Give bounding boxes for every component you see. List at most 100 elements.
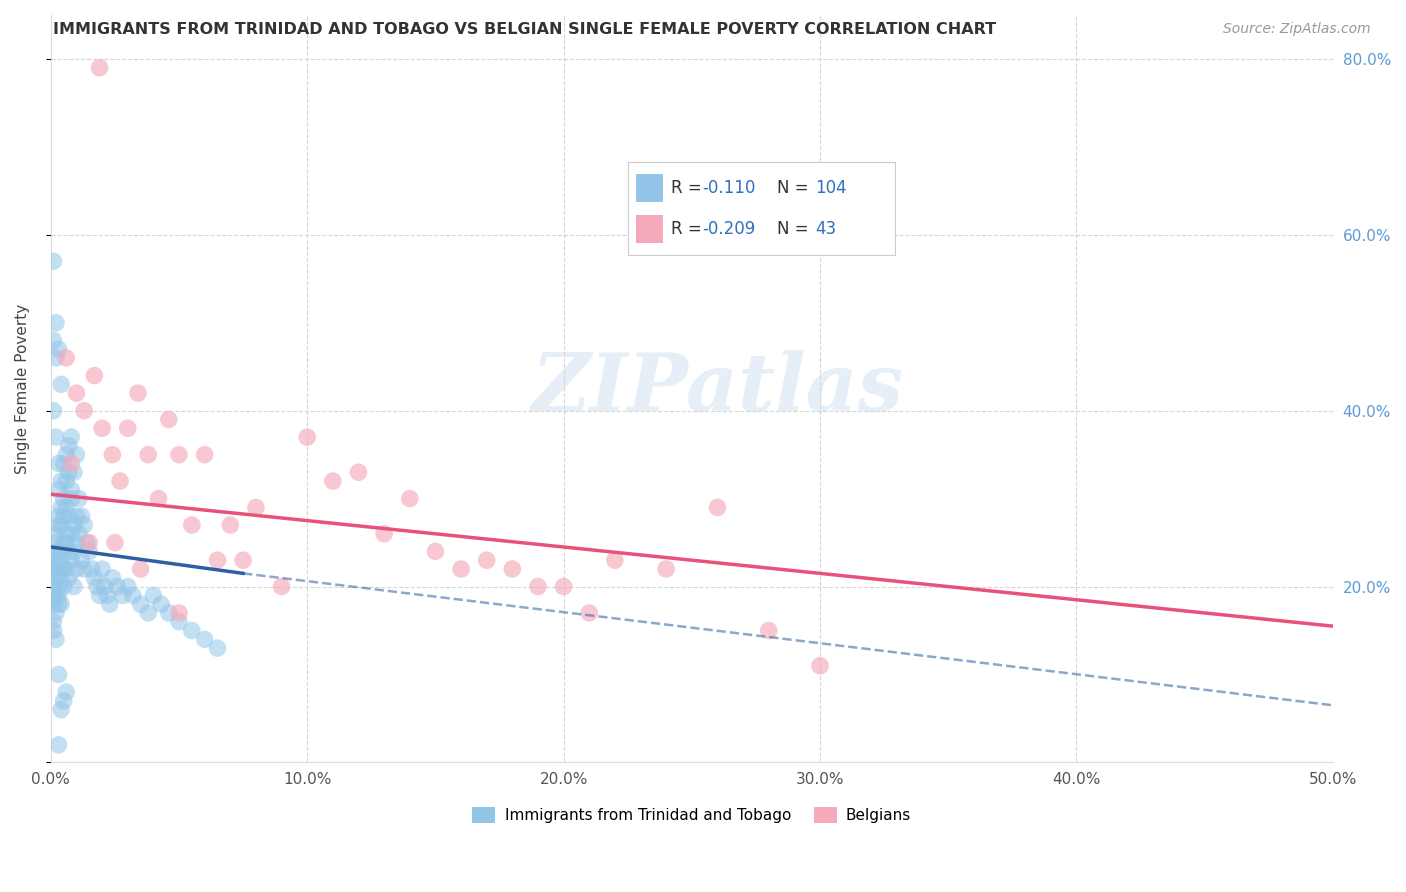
- Point: [48, 518, 70, 533]
- Point: [127, 386, 149, 401]
- Point: [49, 474, 72, 488]
- Point: [232, 553, 254, 567]
- Point: [52, 535, 75, 549]
- Point: [42, 544, 65, 558]
- Point: [79, 535, 101, 549]
- Point: [96, 588, 118, 602]
- Point: [425, 544, 447, 558]
- Point: [83, 571, 105, 585]
- Point: [45, 571, 67, 585]
- Point: [42, 615, 65, 629]
- Point: [52, 562, 75, 576]
- Point: [48, 588, 70, 602]
- Point: [49, 377, 72, 392]
- Point: [63, 580, 86, 594]
- Point: [65, 509, 87, 524]
- Point: [553, 580, 575, 594]
- Point: [167, 448, 190, 462]
- Point: [83, 368, 105, 383]
- Point: [655, 562, 678, 576]
- Point: [52, 457, 75, 471]
- Point: [527, 580, 550, 594]
- Point: [122, 588, 145, 602]
- Point: [55, 500, 77, 515]
- Point: [73, 403, 96, 417]
- Point: [270, 580, 292, 594]
- Point: [578, 606, 600, 620]
- Point: [167, 606, 190, 620]
- Point: [142, 588, 165, 602]
- Point: [76, 535, 98, 549]
- Point: [58, 544, 80, 558]
- Point: [42, 580, 65, 594]
- Point: [55, 474, 77, 488]
- Point: [129, 562, 152, 576]
- Point: [45, 632, 67, 647]
- Point: [65, 386, 87, 401]
- Text: N =: N =: [778, 219, 814, 238]
- Point: [180, 518, 202, 533]
- Point: [58, 571, 80, 585]
- Point: [60, 430, 83, 444]
- Point: [129, 597, 152, 611]
- Point: [60, 457, 83, 471]
- Point: [219, 518, 242, 533]
- Point: [167, 615, 190, 629]
- Point: [73, 562, 96, 576]
- Point: [48, 483, 70, 497]
- Point: [207, 553, 229, 567]
- Point: [65, 562, 87, 576]
- Point: [42, 597, 65, 611]
- Point: [60, 483, 83, 497]
- Point: [42, 588, 65, 602]
- Point: [52, 509, 75, 524]
- Point: [136, 606, 159, 620]
- Point: [148, 491, 170, 506]
- Point: [73, 518, 96, 533]
- Point: [42, 334, 65, 348]
- Point: [42, 403, 65, 417]
- Point: [45, 351, 67, 365]
- Point: [398, 491, 420, 506]
- Point: [67, 491, 90, 506]
- Point: [86, 580, 108, 594]
- Point: [70, 509, 93, 524]
- Point: [45, 526, 67, 541]
- Point: [70, 553, 93, 567]
- Point: [101, 448, 124, 462]
- Point: [42, 562, 65, 576]
- Point: [60, 491, 83, 506]
- Point: [55, 685, 77, 699]
- Point: [42, 254, 65, 268]
- Bar: [636, 174, 662, 202]
- Y-axis label: Single Female Poverty: Single Female Poverty: [15, 303, 30, 474]
- Legend: Immigrants from Trinidad and Tobago, Belgians: Immigrants from Trinidad and Tobago, Bel…: [467, 801, 917, 830]
- Point: [48, 562, 70, 576]
- Point: [79, 544, 101, 558]
- Bar: [636, 215, 662, 243]
- Point: [55, 448, 77, 462]
- Point: [207, 641, 229, 656]
- Point: [808, 658, 831, 673]
- Point: [49, 571, 72, 585]
- Point: [48, 457, 70, 471]
- Point: [58, 439, 80, 453]
- Point: [52, 491, 75, 506]
- Text: N =: N =: [778, 179, 814, 197]
- Point: [48, 580, 70, 594]
- Point: [373, 526, 395, 541]
- Text: -0.209: -0.209: [703, 219, 756, 238]
- Point: [80, 562, 103, 576]
- Point: [45, 430, 67, 444]
- Point: [157, 606, 180, 620]
- Point: [297, 430, 319, 444]
- Point: [48, 597, 70, 611]
- Text: IMMIGRANTS FROM TRINIDAD AND TOBAGO VS BELGIAN SINGLE FEMALE POVERTY CORRELATION: IMMIGRANTS FROM TRINIDAD AND TOBAGO VS B…: [53, 22, 997, 37]
- Point: [45, 588, 67, 602]
- Point: [49, 500, 72, 515]
- Point: [48, 342, 70, 356]
- Point: [65, 535, 87, 549]
- Point: [49, 553, 72, 567]
- Point: [93, 580, 115, 594]
- Point: [55, 535, 77, 549]
